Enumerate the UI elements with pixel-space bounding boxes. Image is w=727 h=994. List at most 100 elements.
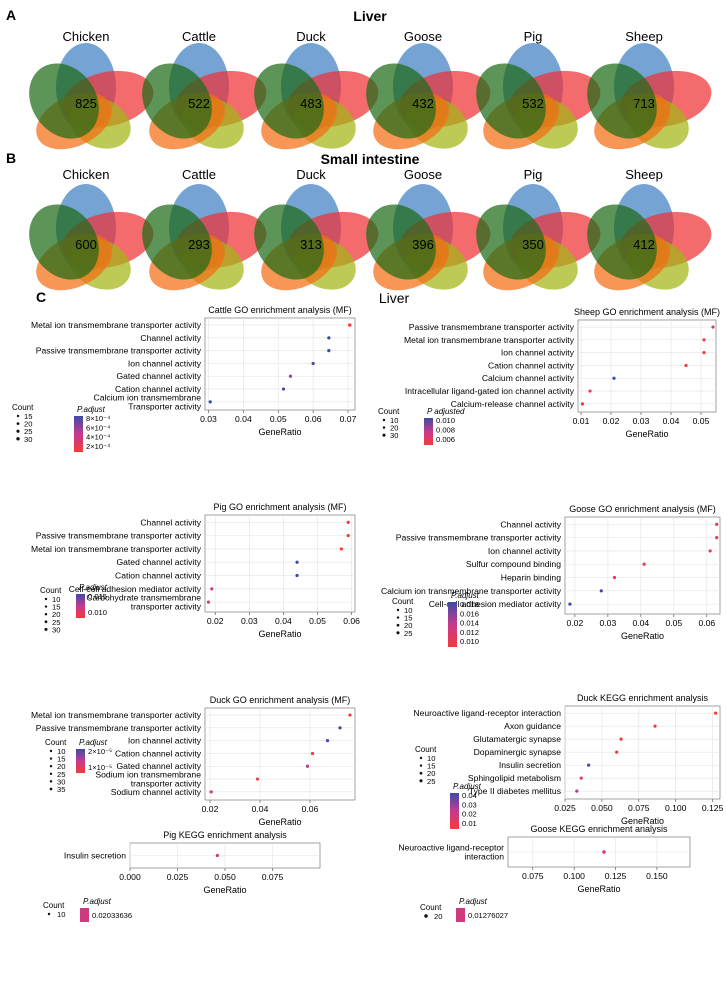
petal-green	[142, 204, 212, 280]
data-point	[619, 737, 623, 741]
x-tick-label: 0.03	[241, 616, 258, 626]
size-legend-value: 15	[57, 755, 65, 764]
venn-shared-count: 522	[188, 96, 210, 111]
intestine-venn-row: Chicken 600 Cattle 293 Duck 313 Goose 396 Pig 350…	[29, 167, 712, 291]
data-point	[615, 750, 619, 754]
term-label: Glutamatergic synapse	[473, 734, 561, 744]
size-legend-dot	[44, 597, 48, 601]
size-legend-dot	[49, 780, 53, 783]
data-point	[281, 387, 286, 391]
panel-label-c: C	[36, 289, 46, 305]
data-point	[338, 726, 342, 730]
venn-duck-intestine: Duck 313	[254, 167, 379, 291]
term-label: Passive transmembrane transporter activi…	[36, 723, 202, 733]
size-legend-dot	[44, 605, 48, 608]
venn-shared-count: 396	[412, 237, 434, 252]
color-legend-label: 0.01	[462, 819, 477, 828]
data-point	[209, 790, 213, 794]
data-point	[206, 600, 211, 604]
size-legend-dot	[49, 749, 53, 753]
plot-duck-kegg: Duck KEGG enrichment analysis Neuroactive…	[413, 693, 724, 829]
x-axis-label: GeneRatio	[258, 629, 301, 639]
term-label: transporter activity	[131, 779, 202, 789]
term-label: Metal ion transmembrane transporter acti…	[404, 335, 575, 345]
size-legend-value: 25	[24, 427, 32, 436]
plot-goose-kegg: Goose KEGG enrichment analysis Neuroactiv…	[398, 824, 691, 922]
term-label: Channel activity	[140, 333, 201, 343]
venn-set-label: Cattle	[182, 167, 216, 182]
data-point	[713, 711, 718, 715]
size-legend-title: Count	[378, 407, 400, 416]
term-label: Cell-cell adhesion mediator activity	[429, 599, 562, 609]
x-tick-label: 0.06	[343, 616, 360, 626]
data-point	[711, 325, 715, 329]
data-point	[295, 560, 299, 564]
color-legend-label: 0.02	[462, 810, 477, 819]
color-legend-label: 1×10⁻⁵	[88, 763, 112, 772]
x-tick-label: 0.125	[702, 803, 724, 813]
data-point	[702, 351, 706, 355]
size-legend-value: 20	[390, 424, 398, 433]
venn-set-label: Chicken	[63, 167, 110, 182]
term-label: Cation channel activity	[115, 571, 202, 581]
color-legend-label: 0.014	[460, 619, 479, 628]
plot-frame	[564, 705, 721, 800]
size-legend-value: 10	[427, 754, 435, 763]
x-axis-label: GeneRatio	[625, 429, 668, 439]
term-label: interaction	[464, 852, 504, 862]
size-legend-value: 10	[57, 747, 65, 756]
plot-pig-kegg: Pig KEGG enrichment analysis Insulin secr…	[43, 830, 321, 922]
data-point	[575, 789, 579, 793]
color-legend-bar	[450, 793, 459, 829]
size-legend-value: 20	[24, 420, 32, 429]
term-label: Cation channel activity	[115, 748, 202, 758]
size-legend-dot	[49, 787, 53, 791]
venn-set-label: Sheep	[625, 29, 663, 44]
term-label: Cation channel activity	[488, 360, 575, 370]
liver-title: Liver	[353, 8, 387, 24]
plot-pig-mf: Pig GO enrichment analysis (MF) Channel a…	[31, 502, 360, 639]
color-legend-label: 0.015	[88, 592, 107, 601]
x-axis-label: GeneRatio	[621, 631, 664, 641]
color-legend-bar	[76, 594, 85, 618]
venn-set-label: Pig	[524, 167, 543, 182]
venn-set-label: Chicken	[63, 29, 110, 44]
x-axis-label: GeneRatio	[258, 817, 301, 827]
data-point	[215, 853, 219, 858]
petal-green	[476, 63, 546, 139]
plot-title: Pig GO enrichment analysis (MF)	[213, 502, 346, 512]
term-label: Calcium-release channel activity	[451, 399, 575, 409]
plot-title: Sheep GO enrichment analysis (MF)	[574, 307, 720, 317]
data-point	[310, 751, 315, 756]
term-label: Cation channel activity	[115, 384, 202, 394]
color-legend-title: P adjusted	[427, 407, 465, 416]
data-point	[599, 589, 603, 593]
term-label: Sulfur compound binding	[466, 559, 561, 569]
size-legend-value: 35	[57, 785, 65, 794]
x-tick-label: 0.02	[603, 416, 620, 426]
size-legend-title: Count	[420, 903, 442, 912]
term-label: Sphingolipid metabolism	[468, 773, 561, 783]
size-legend-dot	[419, 771, 423, 775]
x-tick-label: 0.06	[305, 414, 322, 424]
data-point	[339, 547, 343, 551]
color-legend-title: P.adjust	[77, 405, 106, 414]
x-tick-label: 0.050	[214, 872, 236, 882]
venn-shared-count: 825	[75, 96, 97, 111]
term-label: Intracellular ligand-gated ion channel a…	[405, 386, 575, 396]
size-legend-dot	[382, 418, 386, 422]
term-label: Gated channel activity	[116, 761, 201, 771]
venn-sheep-liver: Sheep 713	[587, 29, 712, 150]
venn-shared-count: 532	[522, 96, 544, 111]
x-tick-label: 0.000	[119, 872, 141, 882]
color-legend-bar	[76, 749, 85, 773]
term-label: Channel activity	[140, 517, 201, 527]
size-legend-dot	[16, 429, 20, 433]
color-legend-bar	[448, 602, 457, 647]
term-label: Metal ion transmembrane transporter acti…	[31, 544, 202, 554]
data-point	[653, 724, 657, 728]
color-legend-label: 0.02033636	[92, 911, 132, 920]
color-legend-label: 2×10⁻⁵	[88, 747, 112, 756]
plot-title: Cattle GO enrichment analysis (MF)	[208, 305, 352, 315]
size-legend-title: Count	[415, 745, 437, 754]
